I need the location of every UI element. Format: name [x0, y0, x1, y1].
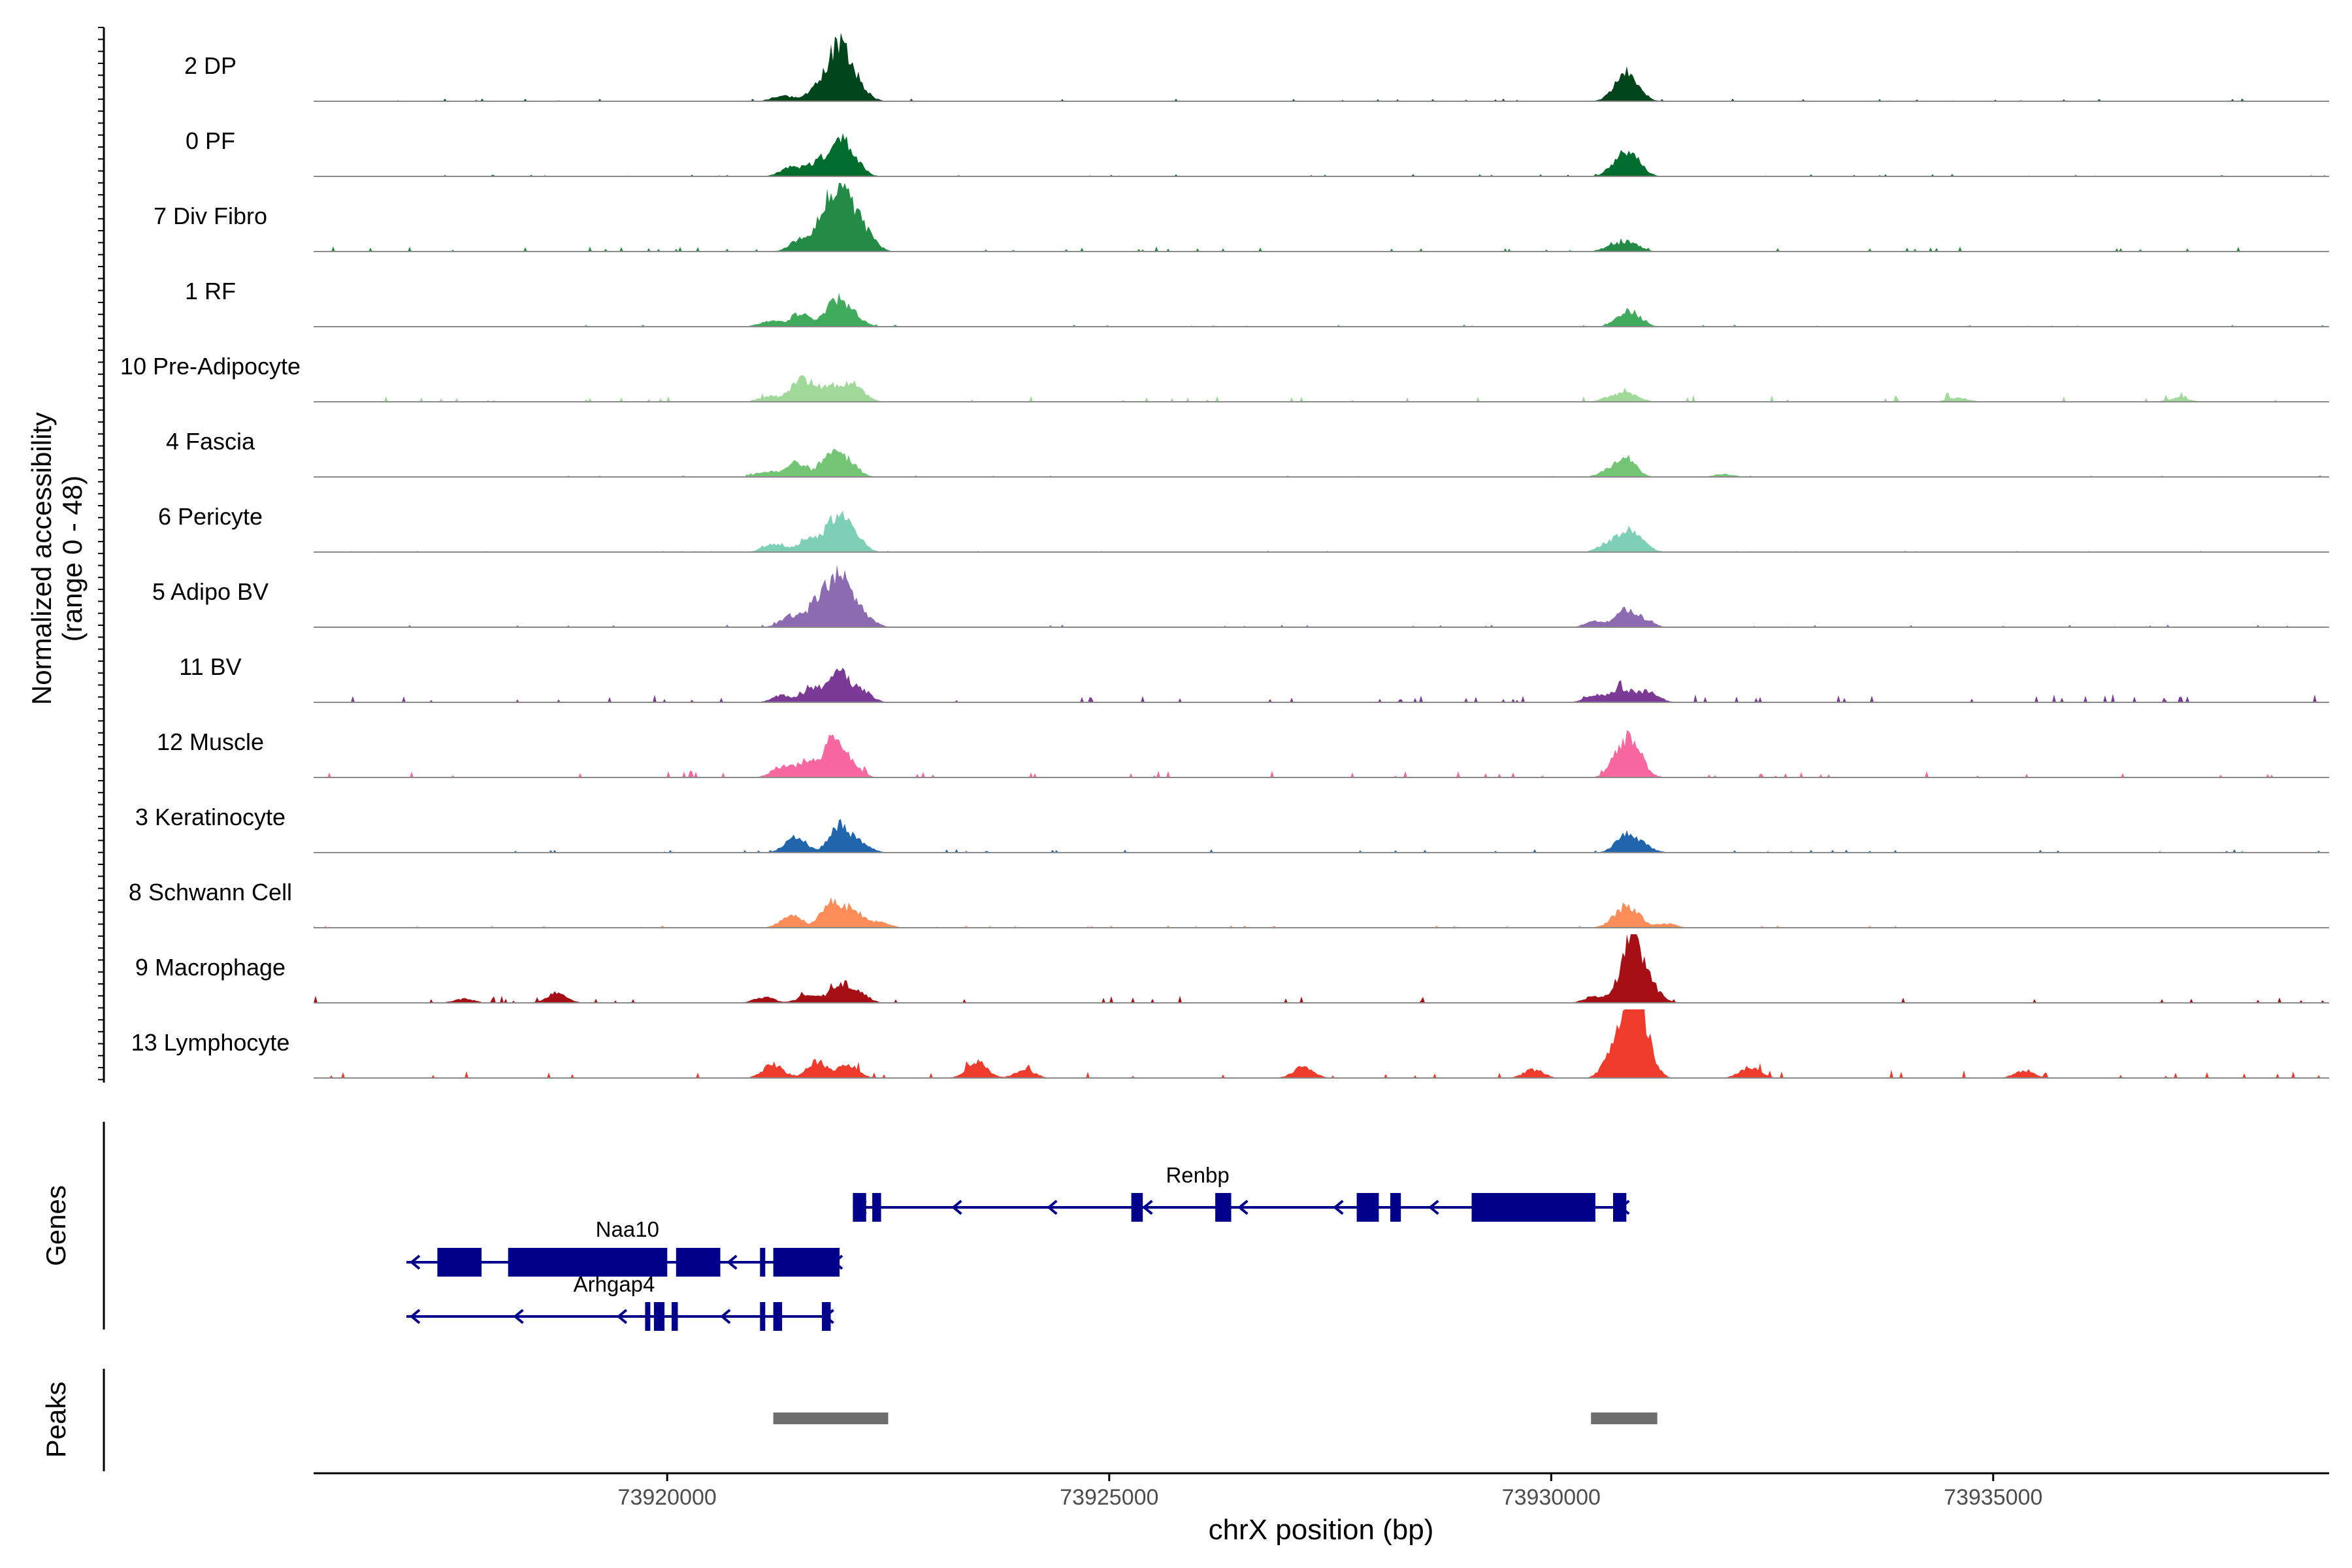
x-tick-label: 73930000: [1502, 1485, 1601, 1510]
coverage-area: [314, 293, 2329, 327]
gene-label: Naa10: [596, 1217, 659, 1241]
x-tick-label: 73935000: [1944, 1485, 2042, 1510]
x-tick-label: 73920000: [618, 1485, 717, 1510]
track-6: 4 Fascia: [166, 428, 2329, 478]
gene-exon: [822, 1302, 831, 1331]
strand-arrow: [1428, 1200, 1439, 1215]
coverage-area: [314, 510, 2329, 552]
track-12: 8 Schwann Cell: [129, 879, 2329, 928]
gene-exon: [1356, 1193, 1379, 1222]
track-2: 0 PF: [186, 127, 2329, 177]
coverage-area: [314, 934, 2329, 1003]
coverage-area: [314, 183, 2329, 252]
track-3: 7 Div Fibro: [154, 183, 2329, 252]
x-axis-label: chrX position (bp): [1209, 1514, 1434, 1546]
strand-arrow: [1237, 1200, 1249, 1215]
gene-exon: [760, 1248, 766, 1277]
gene-exon: [1471, 1193, 1595, 1222]
peak-region-panel: [773, 1413, 1658, 1424]
gene-exon: [676, 1248, 721, 1277]
genes-panel-label: Genes: [41, 1185, 71, 1266]
track-label: 6 Pericyte: [158, 503, 263, 530]
track-13: 9 Macrophage: [135, 934, 2329, 1004]
gene-exon: [508, 1248, 668, 1277]
gene-exon: [1215, 1193, 1232, 1222]
gene-arhgap4: Arhgap4: [406, 1272, 834, 1331]
gene-exon: [1613, 1193, 1627, 1222]
strand-arrow: [616, 1309, 628, 1324]
coverage-area: [314, 449, 2329, 477]
track-label: 7 Div Fibro: [154, 203, 267, 229]
coverage-area: [314, 667, 2329, 702]
track-9: 11 BV: [179, 653, 2329, 703]
coverage-area: [314, 564, 2329, 627]
gene-label: Renbp: [1166, 1163, 1229, 1187]
track-label: 1 RF: [185, 278, 236, 304]
peak-region: [773, 1413, 889, 1424]
track-label: 11 BV: [179, 653, 241, 680]
coverage-area: [314, 730, 2329, 777]
coverage-area: [314, 819, 2329, 853]
track-1: 2 DP: [184, 33, 2329, 102]
peaks-panel-label: Peaks: [41, 1382, 71, 1458]
track-label: 4 Fascia: [166, 428, 255, 455]
track-label: 12 Muscle: [157, 728, 264, 755]
gene-naa10: Naa10: [406, 1217, 843, 1277]
coverage-area: [314, 33, 2329, 101]
strand-arrow: [951, 1200, 962, 1215]
gene-label: Arhgap4: [574, 1272, 655, 1296]
strand-arrow: [513, 1309, 524, 1324]
y-axis-label-line2: (range 0 - 48): [57, 476, 88, 642]
track-4: 1 RF: [185, 278, 2329, 327]
coverage-area: [314, 375, 2329, 402]
gene-renbp: Renbp: [853, 1163, 1630, 1222]
gene-exon: [672, 1302, 678, 1331]
gene-exon: [773, 1302, 783, 1331]
track-7: 6 Pericyte: [158, 503, 2329, 553]
gene-exon: [872, 1193, 881, 1222]
peak-region: [1591, 1413, 1658, 1424]
x-tick-label: 73925000: [1060, 1485, 1158, 1510]
gene-exon: [437, 1248, 482, 1277]
track-label: 8 Schwann Cell: [129, 879, 292, 906]
strand-arrow: [720, 1309, 731, 1324]
gene-exon: [853, 1193, 866, 1222]
track-label: 0 PF: [186, 127, 235, 154]
gene-exon: [773, 1248, 840, 1277]
strand-arrow: [409, 1254, 421, 1270]
genomic-x-axis: 73920000 73925000 73930000 73935000: [314, 1472, 2329, 1510]
track-label: 10 Pre-Adipocyte: [120, 353, 301, 380]
gene-annotation-panel: Renbp Naa10 Arhgap4: [406, 1163, 1630, 1331]
accessibility-y-axis: [98, 27, 105, 1083]
strand-arrow: [1333, 1200, 1344, 1215]
gene-exon: [1131, 1193, 1143, 1222]
coverage-area: [314, 897, 2329, 928]
gene-exon: [645, 1302, 651, 1331]
track-10: 12 Muscle: [157, 728, 2329, 778]
track-14: 13 Lymphocyte: [131, 1009, 2329, 1079]
track-label: 13 Lymphocyte: [131, 1029, 290, 1056]
track-5: 10 Pre-Adipocyte: [120, 353, 2329, 402]
track-label: 5 Adipo BV: [152, 578, 269, 605]
track-label: 9 Macrophage: [135, 954, 286, 981]
track-label: 3 Keratinocyte: [135, 804, 286, 830]
gene-exon: [760, 1302, 766, 1331]
gene-exon: [653, 1302, 665, 1331]
coverage-area: [314, 133, 2329, 176]
strand-arrow: [1047, 1200, 1058, 1215]
y-axis-label-line1: Normalized accessibility: [26, 412, 57, 705]
track-label: 2 DP: [184, 52, 237, 79]
strand-arrow: [727, 1254, 738, 1270]
strand-arrow: [409, 1309, 421, 1324]
track-11: 3 Keratinocyte: [135, 804, 2329, 853]
gene-exon: [1390, 1193, 1401, 1222]
strand-arrow: [1142, 1200, 1153, 1215]
coverage-tracks: 2 DP 0 PF 7 Div Fibro 1 RF 10 Pre-Adipocyte 4…: [120, 33, 2329, 1079]
coverage-area: [314, 1009, 2329, 1078]
track-8: 5 Adipo BV: [152, 564, 2329, 628]
